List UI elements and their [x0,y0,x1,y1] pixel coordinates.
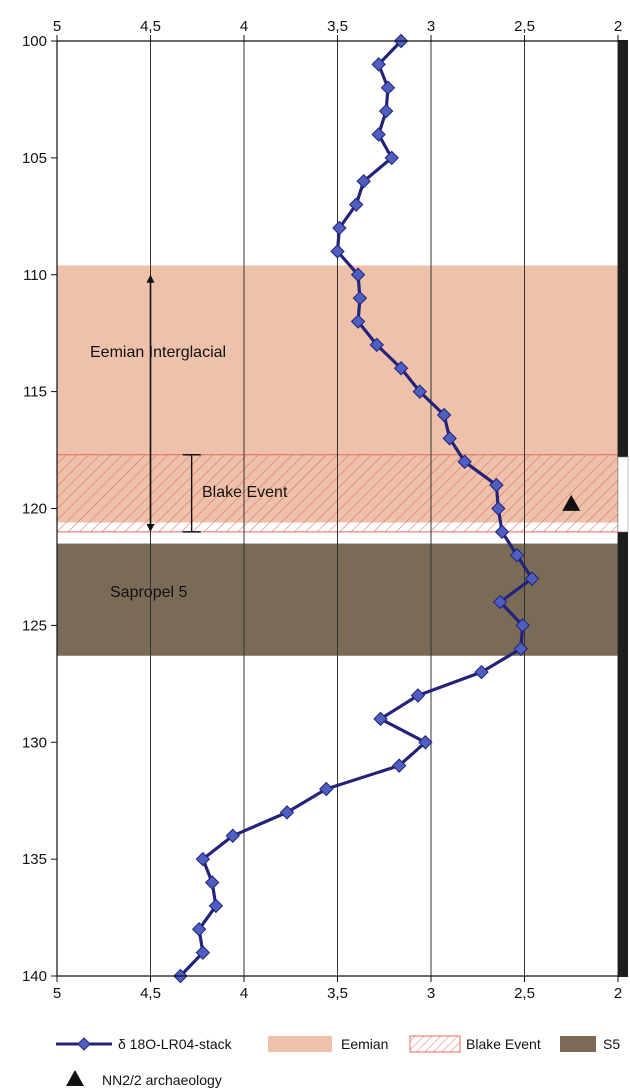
legend-s5-swatch [560,1036,596,1052]
data-point [494,524,510,540]
data-point [225,828,240,843]
data-point [279,805,295,820]
sapropel-5-label: Sapropel 5 [110,584,187,601]
eemian-interglacial-label: Eemian Interglacial [90,344,226,361]
x-tick-label-bottom: 2 [614,985,622,1002]
eemian-arrow-head-down [146,523,155,532]
y-tick-label: 120 [22,501,47,518]
data-point [509,548,525,563]
data-point [412,384,427,399]
data-point [319,781,334,797]
data-point [350,267,366,282]
x-tick-label-top: 2 [614,18,622,35]
data-point [348,197,364,212]
right-bar-lower [618,531,628,977]
data-point [513,641,528,656]
blake-event-label: Blake Event [202,484,288,501]
x-tick-label-bottom: 2,5 [514,985,535,1002]
data-point [330,244,345,259]
data-point [378,103,394,119]
data-point [195,851,211,867]
eemian-arrow-head-up [146,274,155,283]
data-point [474,664,489,680]
x-tick-label-bottom: 3,5 [327,985,348,1002]
data-point [491,501,506,516]
x-tick-label-top: 2,5 [514,18,535,35]
data-point [373,711,388,727]
data-point [410,688,426,703]
data-point [195,945,211,960]
legend-label-eemian: Eemian [341,1036,388,1052]
legend-triangle-swatch [66,1070,84,1086]
data-point [418,735,433,750]
y-tick-label: 140 [22,968,47,985]
right-bar-upper [618,40,628,458]
x-tick-label-bottom: 4 [240,985,248,1002]
data-point [380,80,396,95]
y-tick-label: 130 [22,734,47,751]
data-point [371,127,386,142]
x-tick-label-bottom: 3 [427,985,435,1002]
y-tick-label: 115 [23,384,47,401]
data-point [369,337,384,353]
legend-eemian-swatch [268,1036,332,1052]
legend-label-lr04: δ 18O-LR04-stack [118,1036,233,1052]
data-point [489,477,504,493]
x-tick-label-top: 5 [53,18,61,35]
data-point [191,922,207,937]
y-tick-label: 100 [22,33,47,50]
data-point [392,758,407,773]
data-point [393,361,409,376]
data-point [352,290,368,306]
legend-label-s5: S5 [603,1036,620,1052]
y-tick-label: 125 [22,617,47,634]
archaeology-triangle [562,494,581,511]
data-point [442,431,457,446]
x-tick-label-bottom: 5 [53,985,61,1002]
data-point [492,594,508,610]
legend-label-blake: Blake Event [466,1036,541,1052]
data-point [524,571,540,586]
x-tick-label-top: 3 [427,18,435,35]
data-point [205,875,220,890]
data-point [208,898,224,914]
data-point [436,407,452,423]
data-point [384,150,399,166]
y-tick-label: 110 [23,267,47,284]
x-tick-label-bottom: 4,5 [140,985,161,1002]
x-tick-label-top: 3,5 [327,18,348,35]
legend-label-archaeology: NN2/2 archaeology [102,1072,222,1088]
data-point [457,454,472,469]
x-tick-label-top: 4 [240,18,248,35]
right-bar-gap [617,456,629,533]
legend-blake-swatch [409,1035,461,1053]
legend-diamond-swatch [77,1037,91,1051]
data-point [350,314,366,329]
y-tick-label: 135 [22,851,47,868]
data-point [371,57,386,72]
x-tick-label-top: 4,5 [140,18,161,35]
y-tick-label: 105 [22,150,47,167]
data-point [356,174,371,189]
data-point [515,618,530,633]
data-point [332,220,347,236]
